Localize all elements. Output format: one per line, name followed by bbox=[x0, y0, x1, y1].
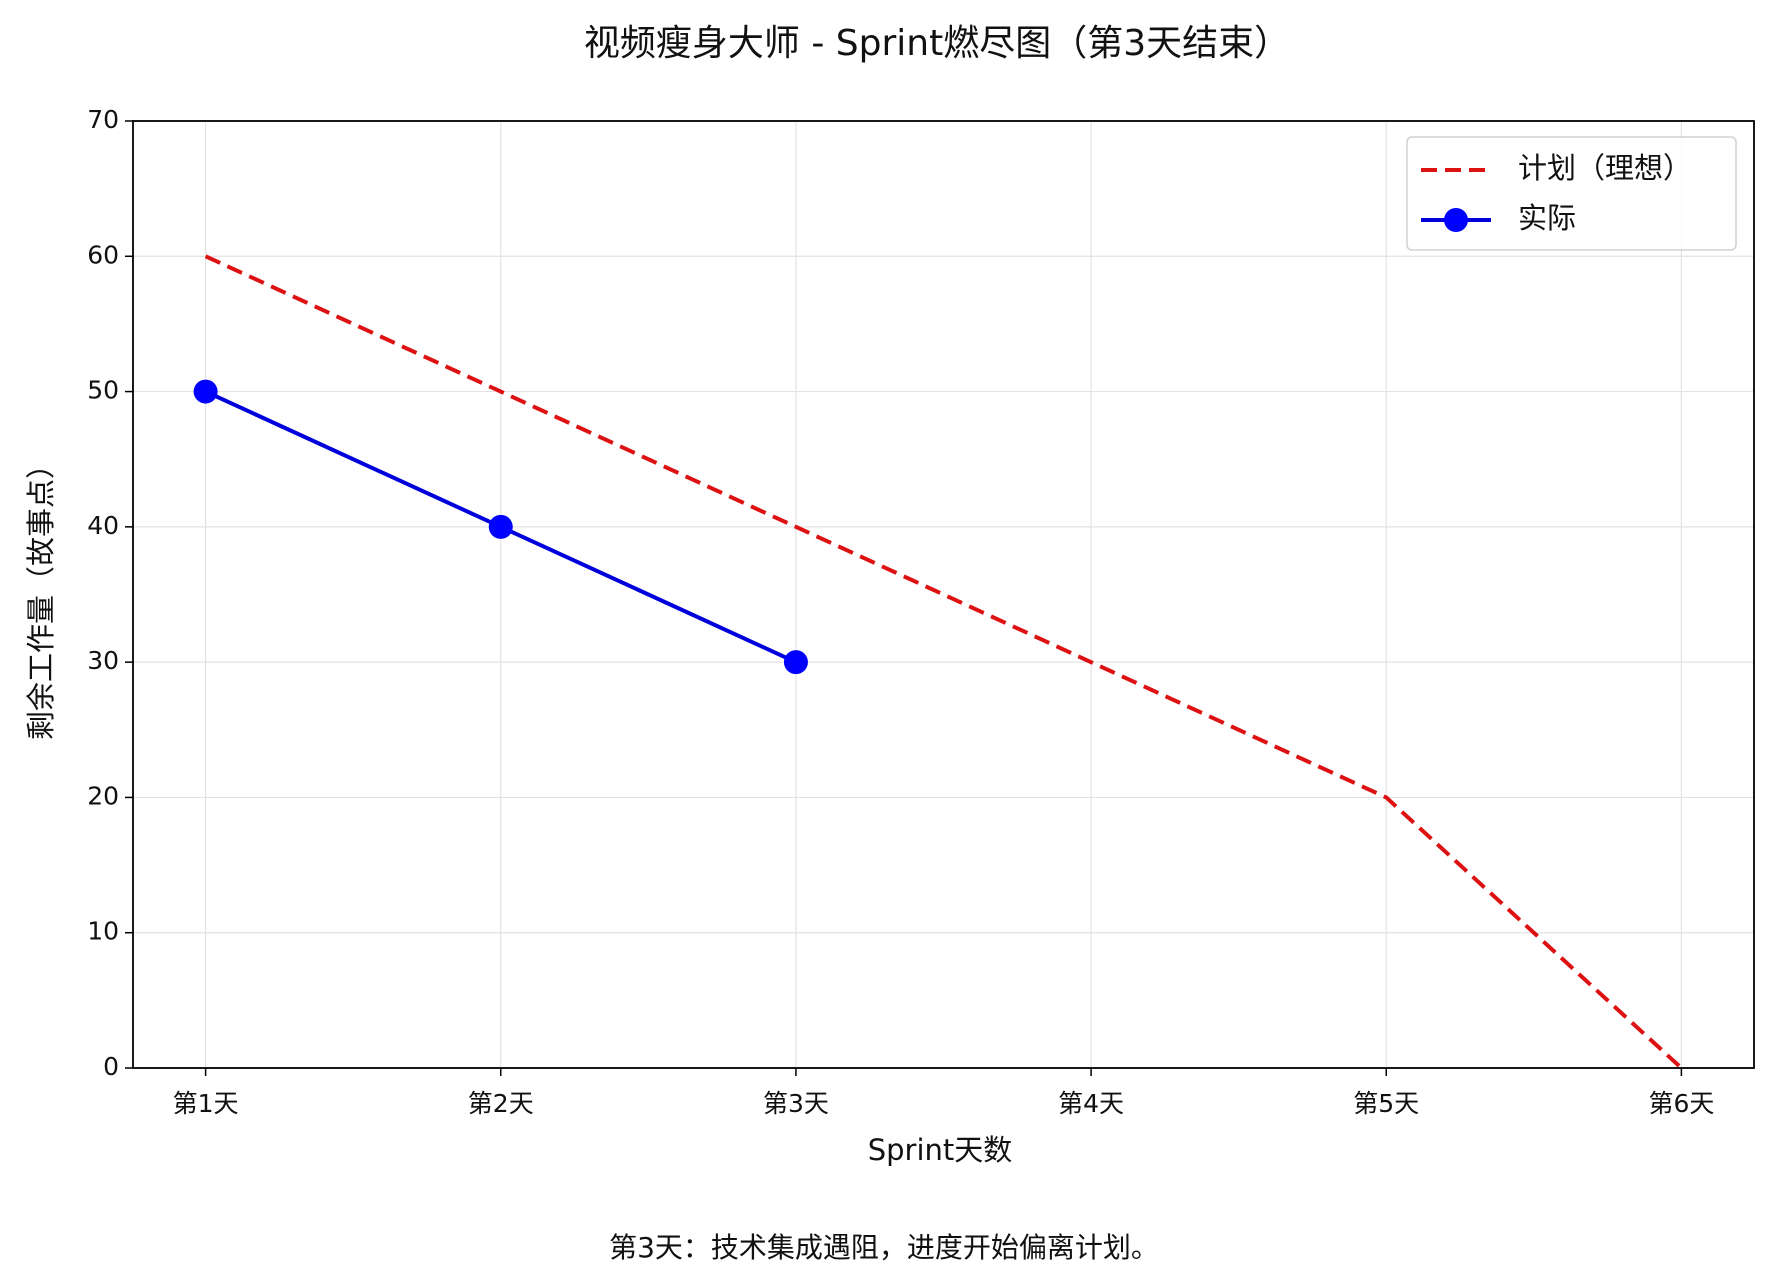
x-tick-label: 第5天 bbox=[1353, 1089, 1419, 1118]
y-tick-label: 60 bbox=[87, 240, 119, 269]
data-point bbox=[783, 650, 808, 675]
x-tick-label: 第6天 bbox=[1648, 1089, 1714, 1118]
y-tick-label: 10 bbox=[87, 917, 119, 946]
y-tick-label: 30 bbox=[87, 646, 119, 675]
y-tick-label: 50 bbox=[87, 376, 119, 405]
plot-frame bbox=[132, 120, 1755, 1069]
series-line bbox=[204, 254, 1683, 1070]
y-tick-label: 40 bbox=[87, 511, 119, 540]
x-axis-label: Sprint天数 bbox=[868, 1133, 1013, 1167]
y-tick-label: 20 bbox=[87, 781, 119, 810]
x-tick-label: 第1天 bbox=[173, 1089, 239, 1118]
x-tick-label: 第3天 bbox=[763, 1089, 829, 1118]
x-tick-label: 第4天 bbox=[1058, 1089, 1124, 1118]
legend-label: 计划（理想） bbox=[1518, 151, 1692, 185]
y-axis-label: 剩余工作量（故事点） bbox=[24, 450, 58, 740]
annotation: 第3天：技术集成遇阻，进度开始偏离计划。 bbox=[609, 1231, 1159, 1264]
x-tick-label: 第2天 bbox=[468, 1089, 534, 1118]
y-tick-label: 0 bbox=[103, 1052, 119, 1081]
y-tick-label: 70 bbox=[87, 105, 119, 134]
legend-marker bbox=[1444, 208, 1468, 232]
legend-label: 实际 bbox=[1518, 201, 1576, 235]
data-point bbox=[193, 379, 218, 404]
chart-title: 视频瘦身大师 - Sprint燃尽图（第3天结束） bbox=[584, 23, 1290, 64]
data-point bbox=[488, 514, 513, 539]
